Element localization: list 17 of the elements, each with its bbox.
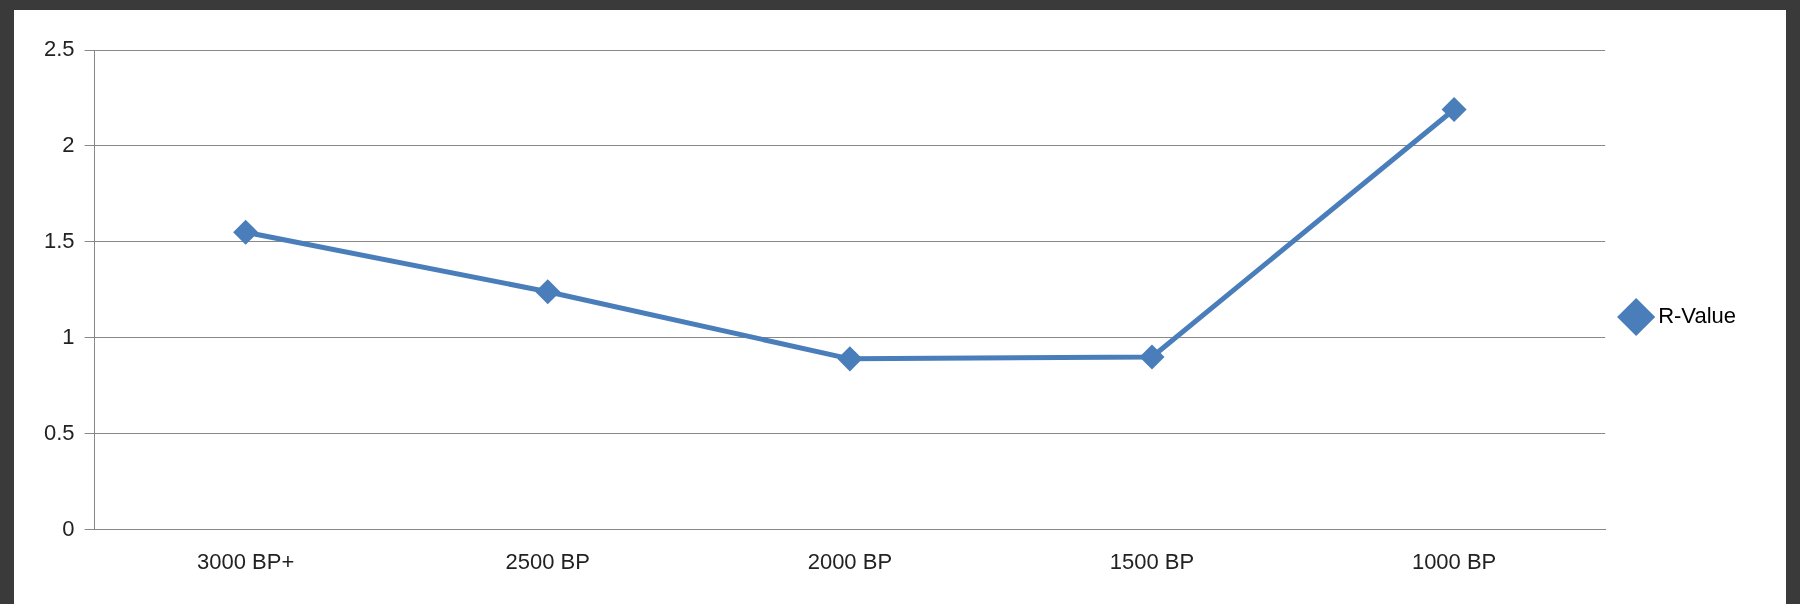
- legend-label: R-Value: [1658, 303, 1737, 329]
- y-tick-label: 1: [62, 323, 75, 349]
- x-tick-label: 2000 BP: [807, 548, 893, 574]
- y-tick-label: 0: [62, 515, 75, 541]
- x-tick-label: 3000 BP+: [197, 548, 295, 574]
- y-tick-label: 0.5: [43, 419, 75, 445]
- y-tick-label: 2: [62, 131, 75, 157]
- y-tick-label: 2.5: [43, 36, 75, 62]
- point: [1442, 97, 1466, 121]
- point: [1140, 345, 1164, 369]
- point: [234, 220, 258, 244]
- x-tick-label: 1000 BP: [1411, 548, 1497, 574]
- point: [536, 280, 560, 304]
- y-tick-label: 1.5: [43, 227, 75, 253]
- point: [838, 347, 862, 371]
- x-tick-label: 2500 BP: [505, 548, 590, 574]
- x-tick-label: 1500 BP: [1109, 548, 1195, 574]
